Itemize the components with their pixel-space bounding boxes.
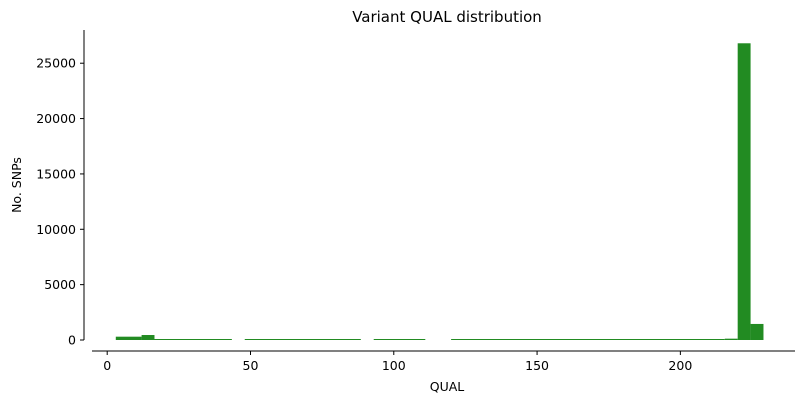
histogram-bar-7 [737,43,751,341]
histogram-bar-1 [141,335,155,340]
x-tick-label-1: 50 [243,358,259,373]
x-tick-label-4: 200 [668,358,692,373]
y-tick-label-1: 5000 [44,277,76,292]
y-tick-label-0: 0 [68,333,76,348]
histogram-bar-8 [750,323,764,340]
y-tick-label-5: 25000 [36,56,76,71]
histogram-bar-3 [244,339,361,340]
histogram-bar-0 [115,336,142,340]
x-tick-label-2: 100 [382,358,406,373]
histogram-bar-4 [373,339,426,340]
y-tick-label-3: 15000 [36,166,76,181]
x-axis-label: QUAL [430,379,465,394]
x-tick-label-3: 150 [525,358,549,373]
x-tick-label-0: 0 [103,358,111,373]
histogram-bar-2 [154,339,232,340]
y-tick-label-4: 20000 [36,111,76,126]
histogram-bar-6 [724,338,738,340]
y-tick-label-2: 10000 [36,222,76,237]
y-axis-label: No. SNPs [9,157,24,213]
histogram-bar-5 [451,339,725,340]
y-axis: 0 5000 10000 15000 20000 25000 [36,30,85,348]
chart-title: Variant QUAL distribution [352,8,542,26]
x-axis: 0 50 100 150 200 [92,350,795,373]
bars-group [115,43,764,341]
